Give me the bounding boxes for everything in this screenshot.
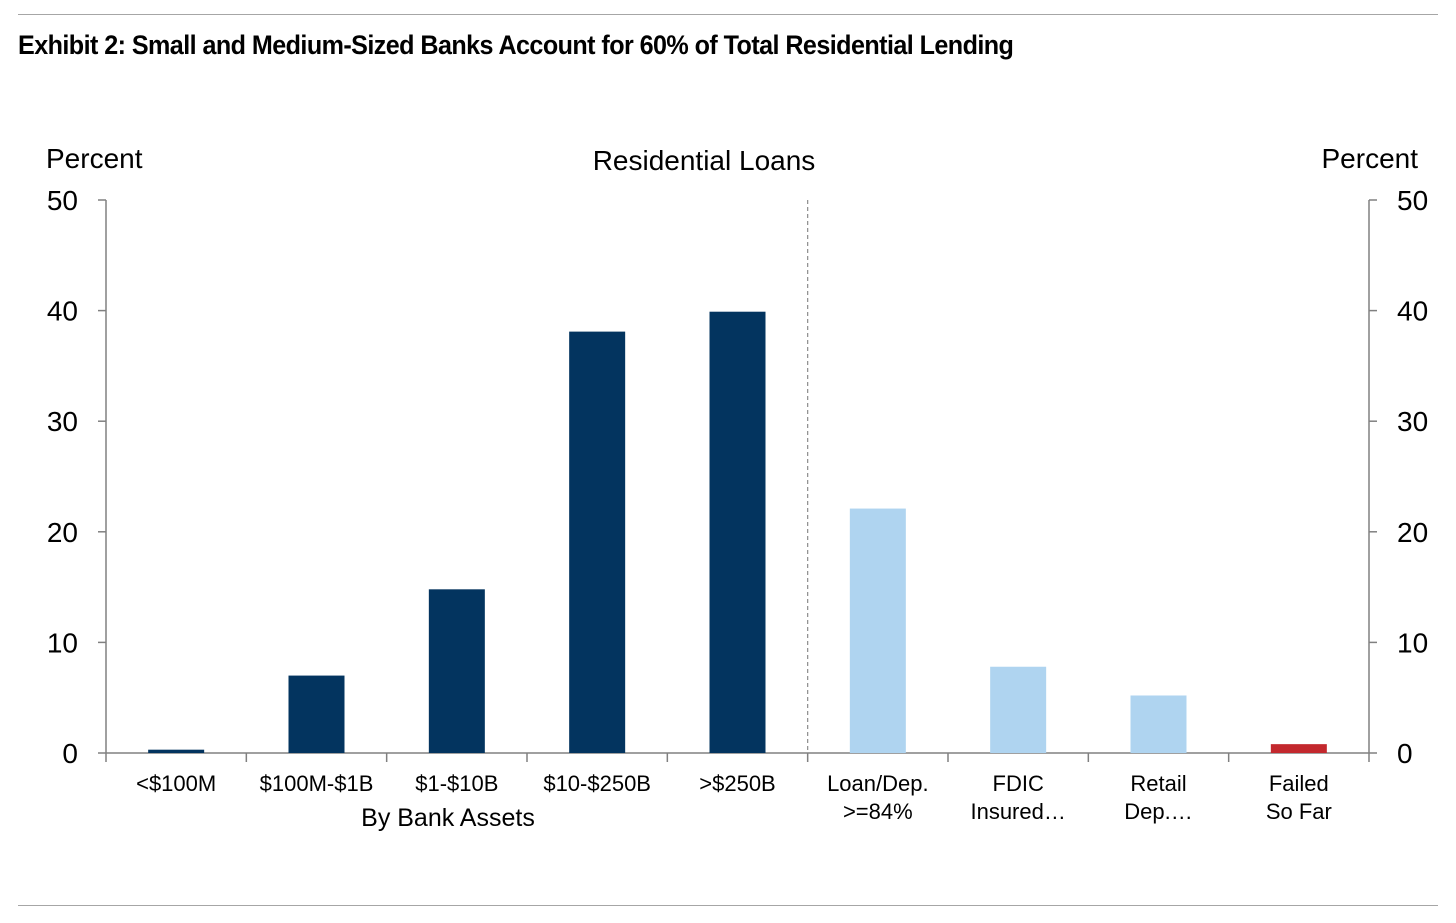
x-tick-label: Failed xyxy=(1269,771,1329,796)
bar xyxy=(990,666,1047,753)
right-axis-label: Percent xyxy=(1322,143,1419,174)
bars xyxy=(148,311,1327,753)
left-tick-label: 0 xyxy=(62,738,78,769)
right-tick-label: 30 xyxy=(1397,406,1428,437)
chart-title: Residential Loans xyxy=(593,145,816,176)
bar xyxy=(569,331,626,753)
bar xyxy=(1270,744,1327,753)
bar xyxy=(849,508,906,753)
x-tick-label: <$100M xyxy=(136,771,216,796)
bar xyxy=(709,311,766,753)
right-tick-label: 40 xyxy=(1397,296,1428,327)
x-tick-label: Retail xyxy=(1130,771,1186,796)
right-tick-label: 10 xyxy=(1397,627,1428,658)
left-tick-label: 30 xyxy=(47,406,78,437)
bar xyxy=(288,675,345,753)
left-axis-label: Percent xyxy=(46,143,143,174)
right-tick-label: 50 xyxy=(1397,185,1428,216)
x-tick-label: $10-$250B xyxy=(543,771,651,796)
x-tick-label: >$250B xyxy=(699,771,775,796)
right-tick-label: 0 xyxy=(1397,738,1413,769)
bar xyxy=(1130,695,1187,753)
bar xyxy=(428,589,485,753)
right-tick-label: 20 xyxy=(1397,517,1428,548)
left-tick-label: 50 xyxy=(47,185,78,216)
group-label: By Bank Assets xyxy=(361,804,535,832)
x-tick-label: Insured… xyxy=(970,799,1065,824)
x-tick-label: Dep.… xyxy=(1124,799,1192,824)
top-rule xyxy=(18,14,1438,15)
x-tick-label: $1-$10B xyxy=(415,771,498,796)
bar xyxy=(148,749,205,753)
left-tick-label: 40 xyxy=(47,296,78,327)
x-tick-label: >=84% xyxy=(843,799,913,824)
x-tick-labels: <$100M $100M-$1B $1-$10B $10-$250B >$250B Loa… xyxy=(136,771,1332,824)
x-tick-label: Loan/Dep. xyxy=(827,771,929,796)
x-tick-label: FDIC xyxy=(993,771,1044,796)
x-tick-label: $100M-$1B xyxy=(260,771,374,796)
x-tick-label: So Far xyxy=(1266,799,1332,824)
bottom-rule xyxy=(18,905,1438,906)
exhibit-title: Exhibit 2: Small and Medium-Sized Banks … xyxy=(18,30,1014,60)
left-tick-label: 20 xyxy=(47,517,78,548)
left-tick-label: 10 xyxy=(47,627,78,658)
